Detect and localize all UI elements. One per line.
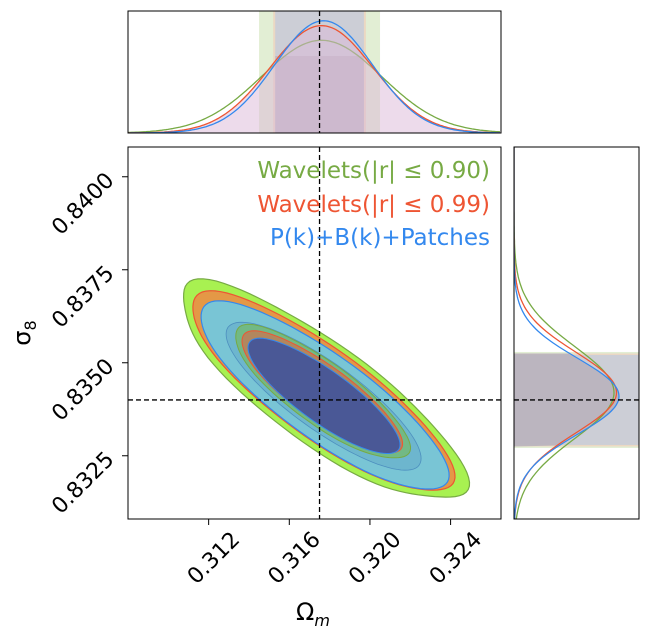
top-fill-1 [128,25,501,133]
legend-entry: Wavelets(|r| ≤ 0.99) [257,192,490,218]
x-tick-label: 0.312 [183,527,245,589]
top-curve-2 [128,20,500,133]
right-curve-2 [514,147,620,519]
x-tick-label: 0.320 [344,527,406,589]
right-curve-1 [514,147,618,519]
omega-m-marginal-panel [127,10,502,134]
sigma8-marginal-panel [513,146,640,520]
legend: Wavelets(|r| ≤ 0.90) Wavelets(|r| ≤ 0.99… [257,158,490,251]
right-curve-0 [514,147,615,519]
legend-entry: P(k)+B(k)+Patches [270,225,490,251]
y-axis-label: σ8 [8,320,40,345]
x-tick-label: 0.324 [425,527,487,589]
top-curve-1 [128,24,500,133]
legend-entry: Wavelets(|r| ≤ 0.90) [257,158,490,184]
y-axis-ticks: 0.8325 0.8350 0.8375 0.8400 [47,168,128,519]
joint-contour-panel: Wavelets(|r| ≤ 0.90) Wavelets(|r| ≤ 0.99… [127,146,502,520]
y-tick-label: 0.8350 [47,354,119,426]
x-tick-label: 0.316 [264,527,326,589]
y-tick-label: 0.8375 [47,261,119,333]
x-axis-label: Ωm [296,598,330,630]
x-axis-ticks: 0.312 0.316 0.320 0.324 [183,519,487,590]
y-tick-label: 0.8325 [47,447,119,519]
y-tick-label: 0.8400 [47,168,119,240]
contour-68-2 [247,337,401,454]
